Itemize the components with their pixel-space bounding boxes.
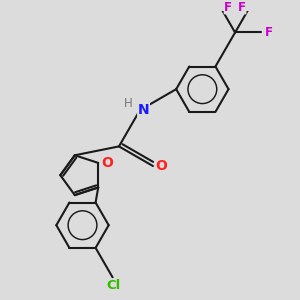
- Text: Cl: Cl: [106, 279, 121, 292]
- Text: F: F: [224, 1, 232, 14]
- Text: N: N: [138, 103, 149, 117]
- Text: O: O: [101, 156, 113, 170]
- Text: O: O: [155, 159, 167, 173]
- Text: F: F: [238, 1, 246, 14]
- Text: F: F: [265, 26, 273, 39]
- Text: H: H: [124, 97, 133, 110]
